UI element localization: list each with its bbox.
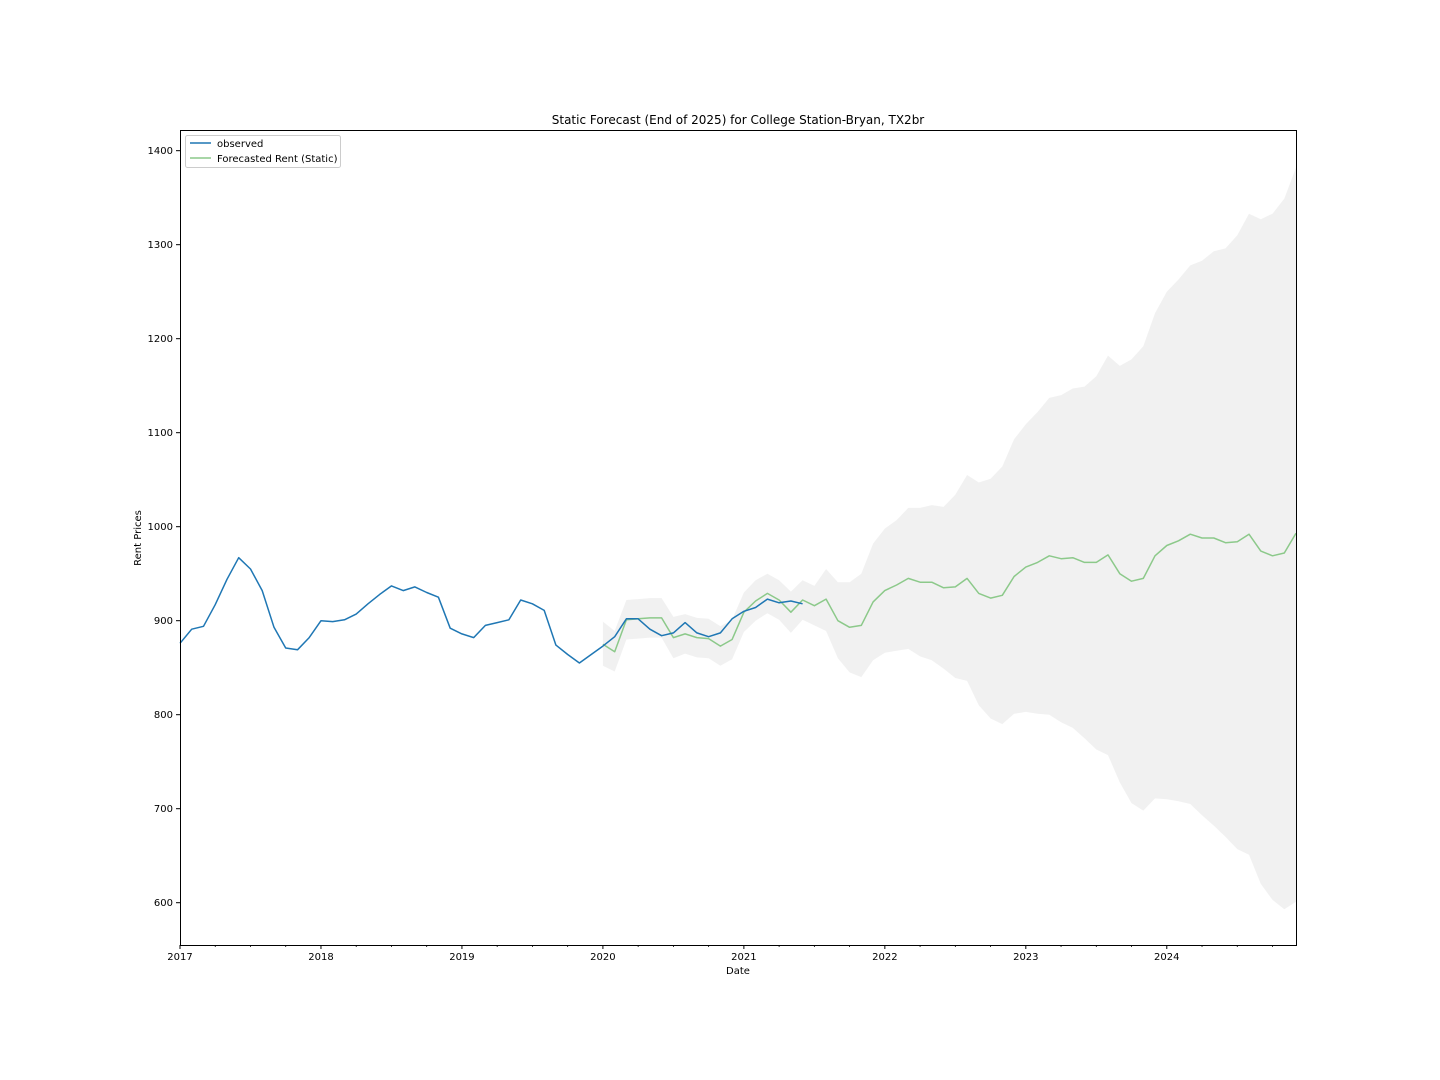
y-tick-label-1000: 1000 <box>148 522 173 533</box>
legend-label-observed: observed <box>217 139 263 150</box>
chart-title: Static Forecast (End of 2025) for Colleg… <box>552 113 925 127</box>
legend-box <box>185 135 341 168</box>
plot-area <box>179 167 1297 910</box>
x-tick-label-2019: 2019 <box>449 952 474 963</box>
confidence-band <box>602 167 1296 910</box>
forecast-line <box>602 532 1297 653</box>
plot-frame <box>180 130 1297 946</box>
x-axis-label: Date <box>726 966 750 977</box>
y-axis-label: Rent Prices <box>133 510 144 566</box>
x-tick-label-2024: 2024 <box>1154 952 1179 963</box>
x-tick-label-2022: 2022 <box>872 952 897 963</box>
y-tick-label-600: 600 <box>154 898 173 909</box>
y-tick-label-800: 800 <box>154 710 173 721</box>
x-tick-label-2021: 2021 <box>731 952 756 963</box>
y-tick-label-1200: 1200 <box>148 334 173 345</box>
x-tick-label-2017: 2017 <box>167 952 192 963</box>
axes: 600 700 800 900 1000 1100 1200 1300 1400 2017 2018… <box>148 146 1273 963</box>
x-tick-label-2023: 2023 <box>1013 952 1038 963</box>
x-tick-label-2018: 2018 <box>308 952 333 963</box>
legend: observed Forecasted Rent (Static) <box>185 135 341 168</box>
x-tick-label-2020: 2020 <box>590 952 615 963</box>
y-tick-label-1400: 1400 <box>148 146 173 157</box>
y-tick-label-700: 700 <box>154 804 173 815</box>
y-tick-label-1100: 1100 <box>148 428 173 439</box>
y-tick-label-900: 900 <box>154 616 173 627</box>
y-tick-label-1300: 1300 <box>148 240 173 251</box>
legend-label-forecast: Forecasted Rent (Static) <box>217 154 338 165</box>
observed-line <box>179 556 803 664</box>
